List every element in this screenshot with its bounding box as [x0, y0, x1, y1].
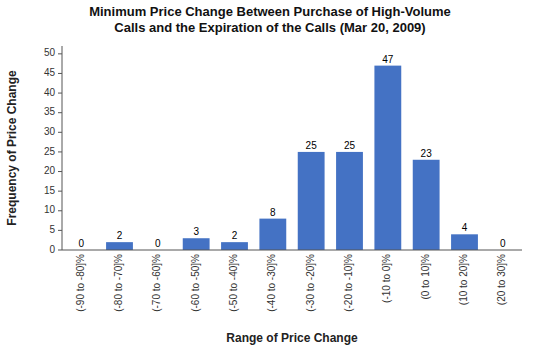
x-tick-label: (-70 to -60]% — [151, 254, 162, 312]
y-tick-label: 0 — [49, 244, 55, 255]
title-line: Calls and the Expiration of the Calls (M… — [114, 20, 425, 35]
y-tick — [58, 151, 62, 152]
x-tick-label: (-20 to -10]% — [343, 254, 354, 312]
data-label: 47 — [382, 54, 394, 65]
x-tick-label: (0 to 10]% — [420, 254, 431, 300]
y-tick-label: 20 — [44, 165, 56, 176]
y-tick — [58, 210, 62, 211]
bar — [106, 242, 133, 250]
x-tick-label: (-60 to -50]% — [190, 254, 201, 312]
data-label: 25 — [344, 140, 356, 151]
x-axis-line — [62, 250, 522, 251]
y-axis-label: Frequency of Price Change — [5, 70, 19, 226]
y-tick — [58, 53, 62, 54]
x-tick-label: (-10 to 0]% — [381, 254, 392, 303]
bar — [336, 152, 363, 250]
data-label: 23 — [421, 148, 433, 159]
title-line: Minimum Price Change Between Purchase of… — [89, 4, 451, 19]
y-tick — [58, 171, 62, 172]
bar — [259, 219, 286, 250]
x-axis-label: Range of Price Change — [226, 331, 358, 345]
bars — [106, 66, 478, 250]
data-label: 2 — [232, 230, 238, 241]
axes: 05101520253035404550(-90 to -80]%(-80 to… — [44, 46, 522, 312]
y-axis-line — [62, 46, 63, 250]
y-tick-label: 10 — [44, 204, 56, 215]
bar — [374, 66, 401, 250]
bar — [298, 152, 325, 250]
bar — [221, 242, 248, 250]
y-tick-label: 15 — [44, 185, 56, 196]
y-tick — [58, 73, 62, 74]
y-tick-label: 25 — [44, 146, 56, 157]
y-tick-label: 50 — [44, 47, 56, 58]
bar — [413, 160, 440, 250]
data-label: 8 — [270, 207, 276, 218]
title: Minimum Price Change Between Purchase of… — [89, 4, 451, 35]
data-label: 4 — [462, 222, 468, 233]
y-tick — [58, 93, 62, 94]
chart-container: 020328252547234005101520253035404550(-90… — [0, 0, 540, 350]
data-label: 2 — [117, 230, 123, 241]
y-tick-label: 5 — [49, 224, 55, 235]
x-tick-label: (-40 to -30]% — [266, 254, 277, 312]
y-tick — [58, 112, 62, 113]
bar — [183, 238, 210, 250]
y-tick — [58, 191, 62, 192]
bar — [451, 234, 478, 250]
y-tick-label: 35 — [44, 106, 56, 117]
data-label: 0 — [500, 238, 506, 249]
x-tick-label: (10 to 20]% — [458, 254, 469, 305]
y-tick-label: 30 — [44, 126, 56, 137]
data-label: 0 — [155, 238, 161, 249]
x-tick-label: (-90 to -80]% — [75, 254, 86, 312]
y-tick — [58, 132, 62, 133]
data-label: 0 — [78, 238, 84, 249]
x-tick-label: (-30 to -20]% — [305, 254, 316, 312]
x-tick-label: (20 to 30]% — [496, 254, 507, 305]
data-labels: 0 2 0 3 2 8 25 25 47 23 4 0 — [78, 54, 506, 249]
y-tick — [58, 250, 62, 251]
y-tick-label: 40 — [44, 87, 56, 98]
chart: 020328252547234005101520253035404550(-90… — [0, 0, 540, 350]
y-tick — [58, 230, 62, 231]
data-label: 25 — [306, 140, 318, 151]
data-label: 3 — [193, 226, 199, 237]
x-tick-label: (-50 to -40]% — [228, 254, 239, 312]
x-tick-label: (-80 to -70]% — [113, 254, 124, 312]
y-tick-label: 45 — [44, 67, 56, 78]
